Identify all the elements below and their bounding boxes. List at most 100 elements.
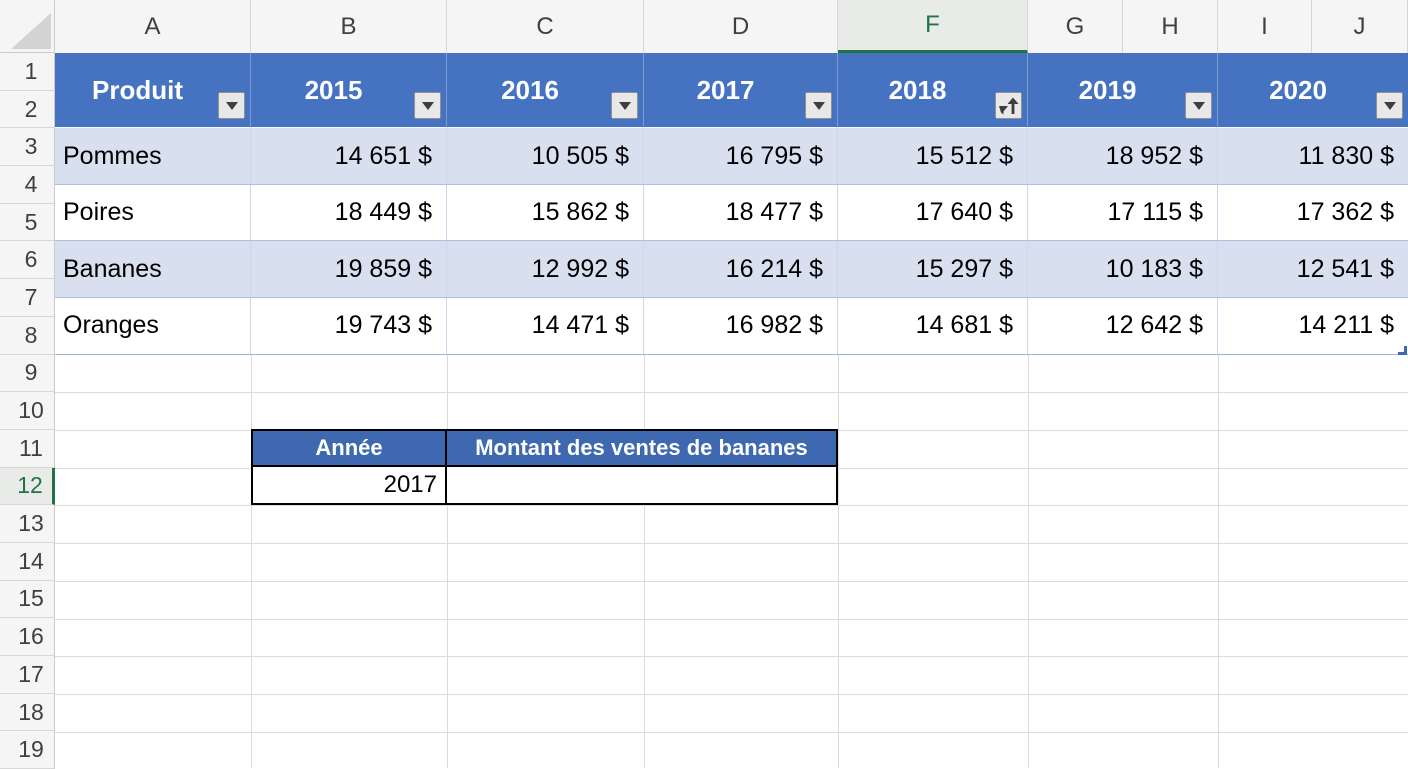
value-cell[interactable]: 15 862 $: [447, 184, 644, 241]
gridline: [1218, 354, 1219, 768]
value-cell[interactable]: 10 183 $: [1028, 241, 1218, 298]
table-header-2016[interactable]: 2016: [447, 53, 644, 129]
row-headers: 1 2 3 4 5 6 7 8 9 10 11 12 13 14 15 16 17 18 19: [0, 53, 55, 769]
gridline: [55, 580, 1408, 582]
row-header-2[interactable]: 2: [0, 90, 55, 129]
filter-button-2016[interactable]: [611, 92, 638, 120]
value-cell[interactable]: 18 449 $: [251, 184, 447, 241]
filter-dropdown-icon: [812, 101, 825, 110]
lookup-cell-montant[interactable]: [447, 467, 836, 503]
table-header-2018[interactable]: 2018: [838, 53, 1028, 129]
select-all-corner[interactable]: [0, 0, 55, 53]
lookup-header-row: Année Montant des ventes de bananes: [253, 431, 836, 467]
lookup-header-montant[interactable]: Montant des ventes de bananes: [475, 435, 808, 460]
value-cell[interactable]: 17 640 $: [838, 184, 1028, 241]
column-header-H[interactable]: H: [1123, 0, 1218, 53]
value-cell[interactable]: 15 512 $: [838, 128, 1028, 184]
value-cell[interactable]: 18 477 $: [644, 184, 838, 241]
filter-button-2017[interactable]: [805, 92, 832, 120]
row-header-10[interactable]: 10: [0, 392, 55, 430]
gridline: [55, 505, 1408, 507]
table-header-2017[interactable]: 2017: [644, 53, 838, 129]
value-cell[interactable]: 17 115 $: [1028, 184, 1218, 241]
filter-button-2020[interactable]: [1376, 92, 1403, 120]
column-header-I[interactable]: I: [1218, 0, 1312, 53]
value-cell[interactable]: 10 505 $: [447, 128, 644, 184]
row-header-9[interactable]: 9: [0, 354, 55, 393]
column-header-F[interactable]: F: [838, 0, 1028, 53]
table-header-produit[interactable]: Produit: [55, 53, 251, 129]
column-header-J[interactable]: J: [1312, 0, 1408, 53]
value-cell[interactable]: 14 681 $: [838, 298, 1028, 354]
table-header-2019[interactable]: 2019: [1028, 53, 1218, 129]
value-cell[interactable]: 19 859 $: [251, 241, 447, 298]
gridline: [55, 543, 1408, 545]
column-header-A[interactable]: A: [55, 0, 251, 53]
value-cell[interactable]: 12 541 $: [1296, 254, 1394, 283]
table-header-2015[interactable]: 2015: [251, 53, 447, 129]
row-header-8[interactable]: 8: [0, 316, 55, 355]
value-cell[interactable]: 17 362 $: [1296, 198, 1394, 227]
table-header-label: 2018: [888, 74, 947, 105]
filter-button-2019[interactable]: [1185, 92, 1212, 120]
filter-button-produit[interactable]: [218, 92, 245, 120]
gridline: [55, 392, 1408, 394]
value-cell[interactable]: 18 952 $: [1028, 128, 1218, 184]
table-header-2020[interactable]: 2020: [1218, 53, 1408, 129]
column-header-B[interactable]: B: [251, 0, 447, 53]
row-header-6[interactable]: 6: [0, 241, 55, 280]
filter-dropdown-icon: [1192, 101, 1205, 110]
sort-filter-button-2018[interactable]: [995, 92, 1022, 120]
row-header-14[interactable]: 14: [0, 542, 55, 581]
row-header-5[interactable]: 5: [0, 203, 55, 242]
value-cell[interactable]: 19 743 $: [251, 298, 447, 354]
row-header-15[interactable]: 15: [0, 580, 55, 619]
filter-dropdown-icon: [1383, 101, 1396, 110]
column-header-C[interactable]: C: [447, 0, 644, 53]
table-row-poires: Poires 18 449 $15 862 $18 477 $17 640 $17…: [55, 184, 1408, 242]
table-header-label: Produit: [92, 74, 183, 105]
gridline: [251, 354, 252, 768]
value-cell[interactable]: 12 992 $: [447, 241, 644, 298]
column-header-G[interactable]: G: [1028, 0, 1123, 53]
gridline: [1028, 354, 1029, 768]
lookup-table: Année Montant des ventes de bananes 2017: [251, 429, 838, 505]
row-header-18[interactable]: 18: [0, 693, 55, 732]
gridline: [644, 354, 645, 768]
lookup-data-row: 2017: [253, 467, 836, 503]
value-cell[interactable]: 16 982 $: [644, 298, 838, 354]
gridline: [838, 354, 839, 768]
row-header-17[interactable]: 17: [0, 656, 55, 694]
row-header-12[interactable]: 12: [0, 467, 55, 506]
value-cell[interactable]: 14 211 $: [1298, 311, 1394, 340]
row-header-4[interactable]: 4: [0, 166, 55, 204]
lookup-header-annee[interactable]: Année: [253, 431, 447, 465]
row-header-7[interactable]: 7: [0, 279, 55, 317]
row-header-16[interactable]: 16: [0, 618, 55, 656]
product-cell-poires[interactable]: Poires: [55, 184, 251, 241]
product-cell-bananes[interactable]: Bananes: [55, 241, 251, 298]
row-header-1[interactable]: 1: [0, 53, 55, 91]
value-cell[interactable]: 15 297 $: [838, 241, 1028, 298]
filter-button-2015[interactable]: [414, 92, 441, 120]
lookup-cell-annee[interactable]: 2017: [253, 467, 447, 503]
column-header-D[interactable]: D: [644, 0, 838, 53]
product-cell-pommes[interactable]: Pommes: [55, 128, 251, 184]
value-cell[interactable]: 14 471 $: [447, 298, 644, 354]
table-header-label: 2015: [304, 74, 363, 105]
table-header-label: 2017: [696, 74, 755, 105]
table-resize-handle[interactable]: [1398, 346, 1407, 355]
filter-dropdown-icon: [421, 101, 434, 110]
row-header-11[interactable]: 11: [0, 429, 55, 468]
row-header-13[interactable]: 13: [0, 505, 55, 543]
value-cell[interactable]: 16 795 $: [644, 128, 838, 184]
row-header-3[interactable]: 3: [0, 128, 55, 167]
product-cell-oranges[interactable]: Oranges: [55, 298, 251, 354]
value-cell[interactable]: 14 651 $: [251, 128, 447, 184]
value-cell[interactable]: 16 214 $: [644, 241, 838, 298]
value-cell[interactable]: 12 642 $: [1028, 298, 1218, 354]
filter-dropdown-icon: [618, 101, 631, 110]
row-header-19[interactable]: 19: [0, 731, 55, 769]
value-cell[interactable]: 11 830 $: [1298, 141, 1394, 170]
